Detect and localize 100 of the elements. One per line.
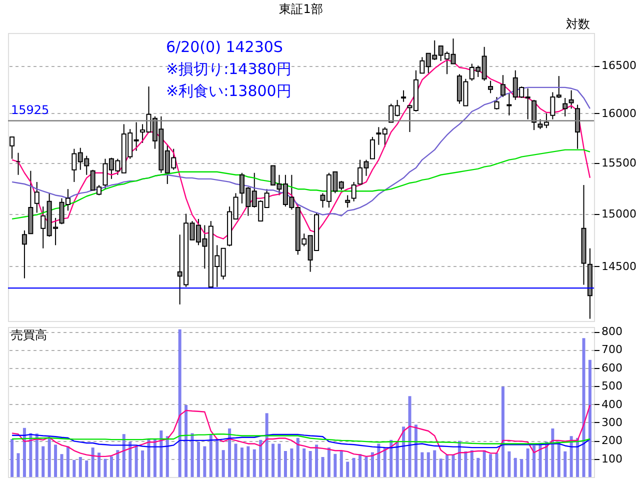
candlestick	[370, 136, 375, 160]
bar	[259, 440, 262, 477]
bar	[228, 428, 232, 477]
y-tick-label: 15000	[602, 207, 636, 220]
bar	[482, 450, 486, 477]
chart-title: 売買高	[11, 328, 47, 342]
bar	[10, 439, 14, 477]
bar	[209, 434, 212, 477]
bar	[489, 454, 492, 477]
bar	[22, 428, 26, 477]
bar	[408, 396, 412, 477]
candlestick	[345, 194, 350, 208]
y-tick-label: 14500	[602, 260, 636, 273]
bar	[16, 453, 20, 477]
bar	[60, 454, 64, 477]
bar	[514, 458, 517, 477]
y-tick-label: 400	[602, 398, 622, 411]
y-tick-label: 600	[602, 361, 622, 374]
bar	[178, 329, 182, 477]
candlestick	[10, 136, 15, 160]
bar	[508, 451, 511, 477]
bar	[141, 450, 144, 477]
bar	[476, 458, 480, 477]
y-tick-label: 500	[602, 380, 622, 393]
y-tick-label: 800	[602, 325, 622, 338]
bar	[42, 446, 45, 477]
bar	[582, 338, 586, 477]
bar	[495, 453, 498, 477]
candlestick	[351, 181, 356, 202]
bar	[78, 457, 82, 477]
bar	[446, 454, 449, 477]
bar	[364, 457, 368, 477]
bar	[98, 452, 101, 477]
bar	[278, 444, 281, 477]
bar	[296, 438, 300, 477]
bar	[396, 442, 399, 477]
y-tick-label: 16500	[602, 59, 636, 72]
bar	[290, 448, 294, 477]
bar	[439, 458, 442, 477]
bar	[284, 451, 287, 477]
bar	[501, 386, 504, 477]
bar	[222, 450, 225, 477]
y-tick-label: 16000	[602, 106, 636, 120]
candlestick	[500, 74, 506, 98]
bar	[564, 451, 567, 477]
candlestick	[401, 90, 406, 102]
y-tick-label: 300	[602, 416, 622, 429]
bar	[377, 444, 380, 477]
candlestick	[22, 230, 27, 279]
bar	[370, 452, 374, 477]
bar	[433, 450, 436, 477]
bar	[452, 454, 455, 477]
bar	[308, 451, 312, 477]
bar	[402, 426, 406, 477]
bar	[520, 459, 524, 477]
bar	[315, 444, 318, 477]
bar	[383, 448, 386, 477]
bar	[426, 452, 430, 477]
bar	[340, 451, 343, 477]
candlestick	[494, 96, 500, 110]
bar	[420, 452, 424, 477]
line-series	[11, 434, 591, 448]
chart-title: 東証1部	[279, 2, 323, 16]
line-series	[11, 404, 591, 458]
bar	[72, 460, 76, 477]
bar	[216, 439, 219, 477]
candlestick	[562, 97, 568, 117]
bar	[252, 449, 256, 477]
candlestick	[488, 80, 494, 94]
annotation: ※利食い:13800円	[166, 82, 292, 100]
bar	[464, 451, 468, 477]
bar	[352, 458, 356, 477]
y-tick-label: 700	[602, 343, 622, 356]
candlestick	[34, 181, 40, 214]
bar	[85, 460, 88, 477]
bar	[358, 454, 362, 477]
bar	[240, 448, 244, 477]
bar	[246, 446, 250, 477]
bar	[184, 405, 188, 477]
bar	[327, 448, 330, 477]
y-tick-label: 100	[602, 452, 622, 466]
bar	[48, 438, 51, 477]
y-tick-label: 15500	[602, 156, 636, 170]
bar	[557, 442, 560, 477]
bar	[29, 433, 32, 477]
bar	[116, 450, 120, 477]
bar	[203, 446, 206, 477]
bar	[66, 446, 70, 477]
bar	[588, 360, 592, 477]
annotation: ※損切り:14380円	[166, 60, 292, 78]
y-tick-label: 200	[602, 434, 622, 448]
annotation: 6/20(0) 14230S	[166, 38, 283, 56]
bar	[265, 413, 268, 477]
bar	[334, 454, 337, 477]
text: 対数	[566, 17, 590, 31]
bar	[104, 458, 107, 477]
bar	[35, 434, 38, 477]
bar	[166, 436, 169, 477]
candlestick	[568, 90, 574, 110]
candlestick	[506, 92, 512, 116]
